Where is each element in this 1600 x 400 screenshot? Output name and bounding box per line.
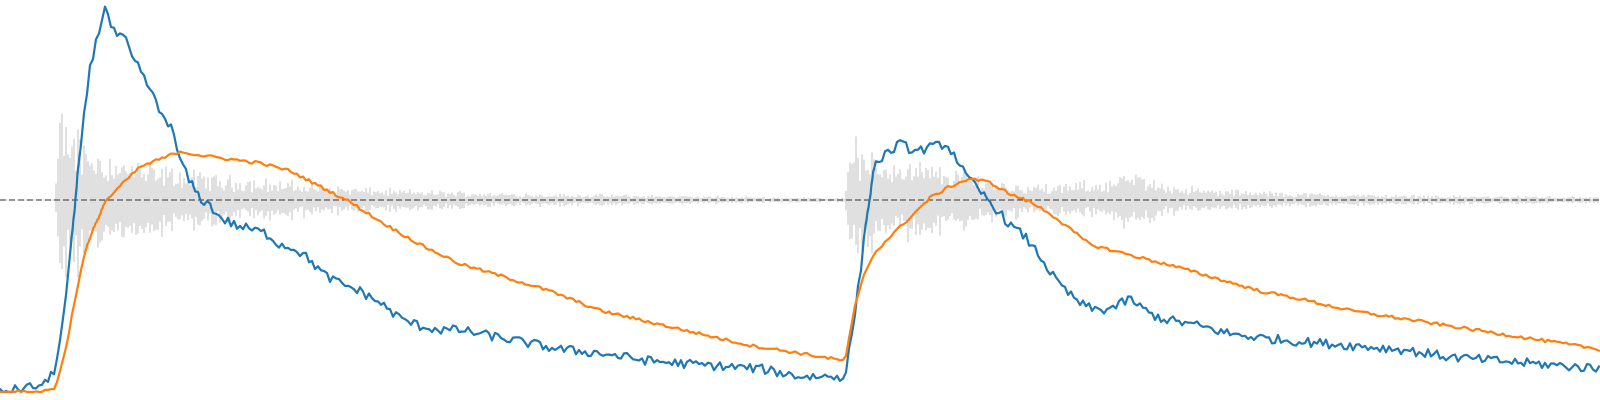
series-layer xyxy=(0,5,1600,394)
waveform-layer xyxy=(0,113,1599,278)
series-line-blue xyxy=(0,5,1600,394)
series-line-orange xyxy=(0,150,1600,394)
